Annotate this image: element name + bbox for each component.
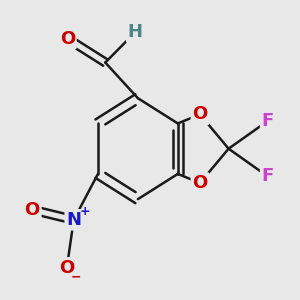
- Text: O: O: [192, 105, 208, 123]
- Text: N: N: [66, 211, 81, 229]
- Text: O: O: [60, 29, 75, 47]
- Text: H: H: [128, 23, 143, 41]
- Text: O: O: [59, 259, 74, 277]
- Text: +: +: [80, 205, 90, 218]
- Text: −: −: [71, 270, 82, 283]
- Text: F: F: [262, 167, 274, 185]
- Text: O: O: [192, 174, 208, 192]
- Text: O: O: [25, 201, 40, 219]
- Text: F: F: [262, 112, 274, 130]
